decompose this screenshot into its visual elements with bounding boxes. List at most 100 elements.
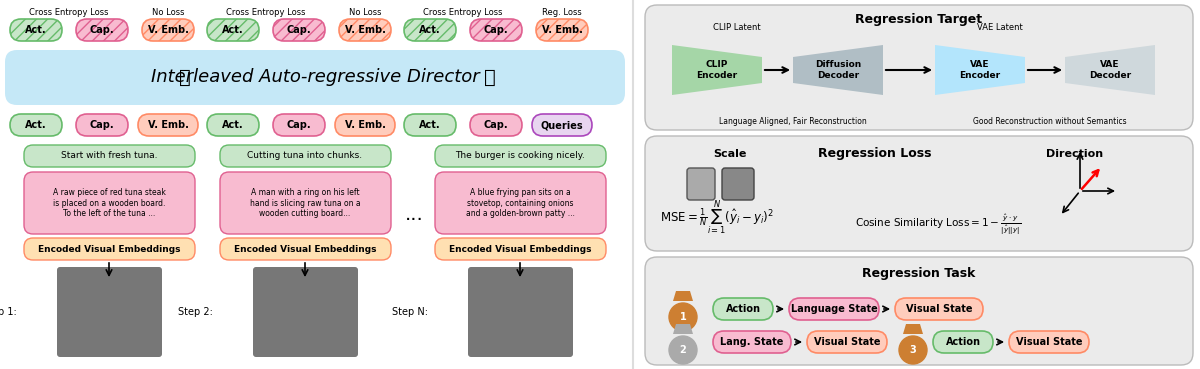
FancyBboxPatch shape: [468, 267, 574, 357]
FancyBboxPatch shape: [335, 114, 395, 136]
FancyBboxPatch shape: [220, 145, 391, 167]
Text: A blue frying pan sits on a
stovetop, containing onions
and a golden-brown patty: A blue frying pan sits on a stovetop, co…: [466, 188, 575, 218]
Text: CLIP
Encoder: CLIP Encoder: [696, 60, 738, 80]
Text: Good Reconstruction without Semantics: Good Reconstruction without Semantics: [973, 117, 1127, 127]
Text: Cap.: Cap.: [287, 25, 311, 35]
Text: Visual State: Visual State: [1015, 337, 1082, 347]
Text: 1: 1: [679, 312, 686, 322]
Text: Queries: Queries: [541, 120, 583, 130]
FancyBboxPatch shape: [895, 298, 983, 320]
FancyBboxPatch shape: [404, 114, 456, 136]
Text: A raw piece of red tuna steak
is placed on a wooden board.
To the left of the tu: A raw piece of red tuna steak is placed …: [53, 188, 166, 218]
Text: Act.: Act.: [419, 120, 440, 130]
Text: Diffusion
Decoder: Diffusion Decoder: [815, 60, 862, 80]
Text: Cap.: Cap.: [484, 25, 509, 35]
Text: ···: ···: [179, 21, 194, 39]
Text: V. Emb.: V. Emb.: [541, 25, 582, 35]
Text: Visual State: Visual State: [814, 337, 881, 347]
Polygon shape: [904, 324, 923, 334]
Text: Cap.: Cap.: [90, 25, 114, 35]
FancyBboxPatch shape: [24, 238, 194, 260]
Text: Reg. Loss: Reg. Loss: [542, 8, 582, 17]
Text: VAE
Encoder: VAE Encoder: [960, 60, 1001, 80]
Text: Interleaved Auto-regressive Director: Interleaved Auto-regressive Director: [151, 69, 479, 86]
Text: Regression Loss: Regression Loss: [818, 148, 932, 161]
Text: Cap.: Cap.: [484, 120, 509, 130]
FancyBboxPatch shape: [274, 114, 325, 136]
Text: Direction: Direction: [1046, 149, 1104, 159]
Text: Act.: Act.: [25, 25, 47, 35]
FancyBboxPatch shape: [436, 238, 606, 260]
FancyBboxPatch shape: [436, 172, 606, 234]
Text: 2: 2: [679, 345, 686, 355]
Text: ···: ···: [179, 116, 194, 134]
FancyBboxPatch shape: [208, 19, 259, 41]
Text: Visual State: Visual State: [906, 304, 972, 314]
Text: No Loss: No Loss: [349, 8, 382, 17]
Text: ···: ···: [374, 116, 390, 134]
Text: Act.: Act.: [25, 120, 47, 130]
FancyBboxPatch shape: [713, 298, 773, 320]
Text: Step N:: Step N:: [392, 307, 428, 317]
Text: Regression Target: Regression Target: [856, 13, 983, 25]
Text: The burger is cooking nicely.: The burger is cooking nicely.: [455, 152, 584, 161]
Text: VAE Latent: VAE Latent: [977, 23, 1022, 31]
Text: Language State: Language State: [791, 304, 877, 314]
FancyBboxPatch shape: [220, 238, 391, 260]
Text: Action: Action: [946, 337, 980, 347]
Text: Language Aligned, Fair Reconstruction: Language Aligned, Fair Reconstruction: [719, 117, 866, 127]
FancyBboxPatch shape: [646, 136, 1193, 251]
Text: Cross Entropy Loss: Cross Entropy Loss: [29, 8, 109, 17]
Text: V. Emb.: V. Emb.: [148, 25, 188, 35]
Text: Start with fresh tuna.: Start with fresh tuna.: [61, 152, 157, 161]
FancyBboxPatch shape: [646, 5, 1193, 130]
Text: Act.: Act.: [222, 25, 244, 35]
Text: $\mathrm{MSE} = \frac{1}{N}\sum_{i=1}^{N}(\hat{y}_i - y_i)^2$: $\mathrm{MSE} = \frac{1}{N}\sum_{i=1}^{N…: [660, 199, 774, 237]
Circle shape: [899, 336, 928, 364]
Text: Step 2:: Step 2:: [178, 307, 214, 317]
Text: ···: ···: [404, 210, 424, 230]
FancyBboxPatch shape: [722, 168, 754, 200]
FancyBboxPatch shape: [470, 19, 522, 41]
FancyBboxPatch shape: [713, 331, 791, 353]
Text: Act.: Act.: [222, 120, 244, 130]
FancyBboxPatch shape: [76, 19, 128, 41]
FancyBboxPatch shape: [686, 168, 715, 200]
FancyBboxPatch shape: [142, 19, 194, 41]
FancyBboxPatch shape: [934, 331, 994, 353]
Polygon shape: [672, 45, 762, 95]
Polygon shape: [1066, 45, 1154, 95]
FancyBboxPatch shape: [790, 298, 878, 320]
FancyBboxPatch shape: [138, 114, 198, 136]
FancyBboxPatch shape: [646, 257, 1193, 365]
Text: Cross Entropy Loss: Cross Entropy Loss: [227, 8, 306, 17]
Text: No Loss: No Loss: [151, 8, 185, 17]
Text: Cutting tuna into chunks.: Cutting tuna into chunks.: [247, 152, 362, 161]
Text: 3: 3: [910, 345, 917, 355]
Text: VAE
Decoder: VAE Decoder: [1088, 60, 1132, 80]
FancyBboxPatch shape: [24, 145, 194, 167]
Polygon shape: [793, 45, 883, 95]
FancyBboxPatch shape: [58, 267, 162, 357]
FancyBboxPatch shape: [274, 19, 325, 41]
Text: Encoded Visual Embeddings: Encoded Visual Embeddings: [234, 245, 377, 254]
Text: V. Emb.: V. Emb.: [148, 120, 188, 130]
Polygon shape: [673, 291, 694, 301]
Text: Cross Entropy Loss: Cross Entropy Loss: [424, 8, 503, 17]
Text: Regression Task: Regression Task: [863, 266, 976, 279]
Text: Cap.: Cap.: [90, 120, 114, 130]
FancyBboxPatch shape: [470, 114, 522, 136]
Text: Encoded Visual Embeddings: Encoded Visual Embeddings: [37, 245, 180, 254]
Text: V. Emb.: V. Emb.: [344, 25, 385, 35]
Text: 🎬: 🎬: [179, 68, 191, 87]
FancyBboxPatch shape: [24, 172, 194, 234]
FancyBboxPatch shape: [220, 172, 391, 234]
Polygon shape: [935, 45, 1025, 95]
Text: Encoded Visual Embeddings: Encoded Visual Embeddings: [449, 245, 592, 254]
FancyBboxPatch shape: [808, 331, 887, 353]
Text: $\mathrm{Cosine\ Similarity\ Loss} = 1 - \frac{\hat{y} \cdot y}{|\hat{y}||y|}$: $\mathrm{Cosine\ Similarity\ Loss} = 1 -…: [854, 211, 1021, 237]
FancyBboxPatch shape: [10, 114, 62, 136]
Text: Scale: Scale: [713, 149, 746, 159]
FancyBboxPatch shape: [208, 114, 259, 136]
Text: Lang. State: Lang. State: [720, 337, 784, 347]
